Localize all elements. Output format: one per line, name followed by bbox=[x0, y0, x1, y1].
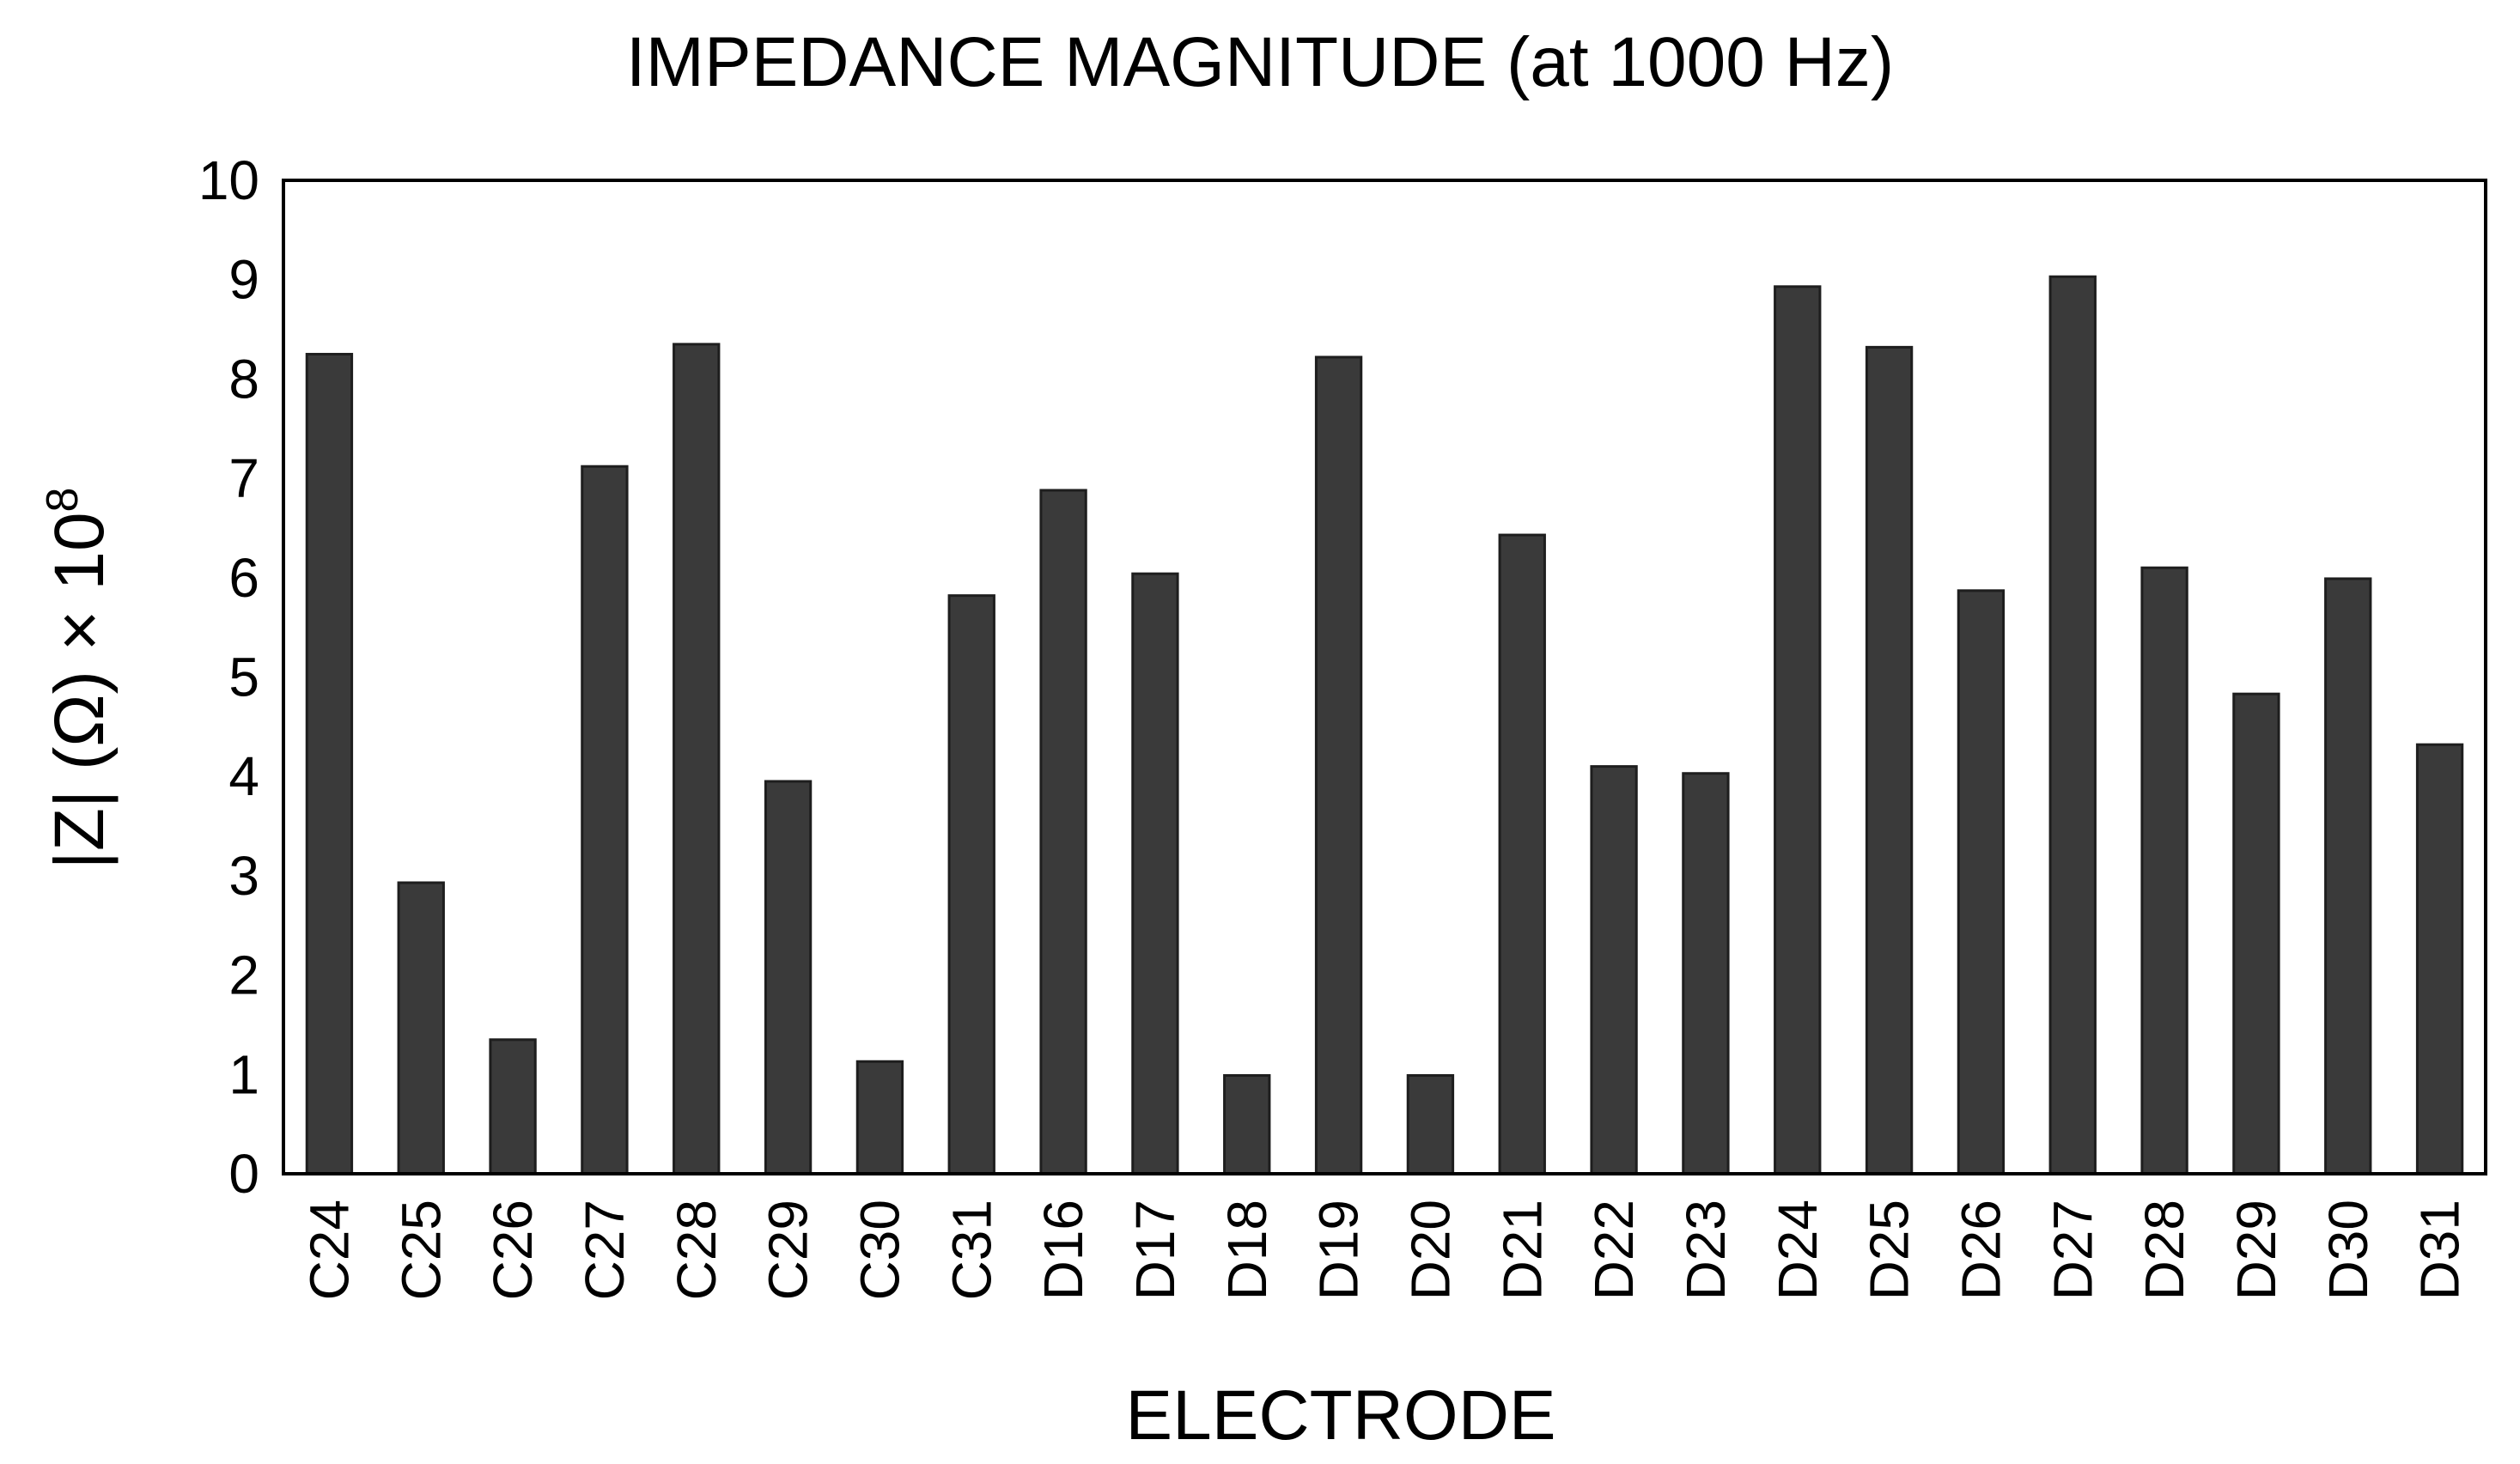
bar-d29 bbox=[2232, 692, 2280, 1175]
bar-c31 bbox=[947, 594, 995, 1175]
plot-area-frame bbox=[282, 179, 2487, 1175]
bar-d21 bbox=[1498, 533, 1546, 1175]
bar-d23 bbox=[1682, 772, 1730, 1175]
bar-d30 bbox=[2324, 577, 2372, 1175]
x-tick-labels: C24 C25 C26 C27 C28 C29 C30 C31 D16 D17 D18 D19 D20 D… bbox=[298, 1200, 2470, 1300]
x-tick-label-d26: D26 bbox=[1950, 1200, 2012, 1300]
y-tick-label: 10 bbox=[198, 149, 259, 211]
y-tick-label: 0 bbox=[228, 1143, 259, 1205]
bar-d28 bbox=[2140, 566, 2188, 1175]
bar-c24 bbox=[305, 352, 354, 1175]
x-tick-label-d20: D20 bbox=[1399, 1200, 1461, 1300]
x-tick-label-d16: D16 bbox=[1032, 1200, 1094, 1300]
bar-d27 bbox=[2048, 275, 2097, 1175]
x-tick-label-d29: D29 bbox=[2225, 1200, 2287, 1300]
x-tick-label-c25: C25 bbox=[390, 1200, 452, 1300]
y-tick-label: 7 bbox=[228, 447, 259, 509]
x-tick-label-d18: D18 bbox=[1216, 1200, 1278, 1300]
bar-d18 bbox=[1223, 1073, 1271, 1175]
bar-c30 bbox=[855, 1060, 904, 1175]
x-tick-label-c24: C24 bbox=[298, 1200, 360, 1300]
x-tick-label-c31: C31 bbox=[940, 1200, 1002, 1300]
x-tick-label-d19: D19 bbox=[1308, 1200, 1370, 1300]
bar-c29 bbox=[764, 780, 813, 1175]
bar-c26 bbox=[489, 1038, 537, 1175]
x-tick-label-c30: C30 bbox=[849, 1200, 910, 1300]
x-tick-label-d24: D24 bbox=[1767, 1200, 1829, 1300]
y-tick-label: 5 bbox=[228, 647, 259, 708]
y-tick-label: 1 bbox=[228, 1043, 259, 1105]
y-axis-label-text: |Z| (Ω) × 10 bbox=[40, 512, 119, 869]
x-tick-label-d25: D25 bbox=[1859, 1200, 1920, 1300]
x-tick-label-d30: D30 bbox=[2317, 1200, 2379, 1300]
bar-d24 bbox=[1774, 285, 1822, 1175]
svg-text:|Z| (Ω) × 108: |Z| (Ω) × 108 bbox=[38, 488, 119, 870]
x-tick-label-c27: C27 bbox=[574, 1200, 636, 1300]
x-tick-label-d22: D22 bbox=[1583, 1200, 1645, 1300]
x-tick-label-c28: C28 bbox=[666, 1200, 727, 1300]
chart-title: IMPEDANCE MAGNITUDE (at 1000 Hz) bbox=[626, 23, 1894, 101]
bar-c25 bbox=[397, 881, 445, 1175]
y-axis-label: |Z| (Ω) × 108 bbox=[38, 488, 119, 870]
bar-d19 bbox=[1314, 355, 1363, 1175]
bar-d31 bbox=[2415, 743, 2464, 1175]
bar-d20 bbox=[1406, 1073, 1455, 1175]
y-tick-labels: 0 1 2 3 4 5 6 7 8 9 10 bbox=[198, 149, 259, 1205]
y-tick-label: 6 bbox=[228, 547, 259, 609]
y-tick-label: 4 bbox=[228, 745, 259, 807]
y-tick-label: 2 bbox=[228, 945, 259, 1006]
x-tick-label-c26: C26 bbox=[482, 1200, 544, 1300]
bar-c28 bbox=[673, 343, 721, 1175]
y-tick-label: 9 bbox=[228, 249, 259, 311]
bar-d22 bbox=[1590, 765, 1638, 1175]
x-tick-label-d17: D17 bbox=[1124, 1200, 1186, 1300]
bar-d25 bbox=[1865, 345, 1914, 1175]
bar-d16 bbox=[1039, 489, 1087, 1175]
x-tick-label-d27: D27 bbox=[2042, 1200, 2103, 1300]
y-tick-label: 8 bbox=[228, 348, 259, 410]
y-tick-label: 3 bbox=[228, 845, 259, 907]
x-axis-label: ELECTRODE bbox=[1125, 1376, 1555, 1455]
x-tick-label-d23: D23 bbox=[1675, 1200, 1737, 1300]
bar-d17 bbox=[1131, 572, 1179, 1175]
x-tick-label-d31: D31 bbox=[2409, 1200, 2471, 1300]
bar-d26 bbox=[1957, 589, 2006, 1175]
x-tick-label-c29: C29 bbox=[758, 1200, 819, 1300]
y-axis-label-exponent: 8 bbox=[38, 488, 88, 513]
x-tick-label-d28: D28 bbox=[2133, 1200, 2195, 1300]
bar-c27 bbox=[581, 465, 629, 1175]
bars-group bbox=[305, 275, 2464, 1175]
x-tick-label-d21: D21 bbox=[1491, 1200, 1553, 1300]
